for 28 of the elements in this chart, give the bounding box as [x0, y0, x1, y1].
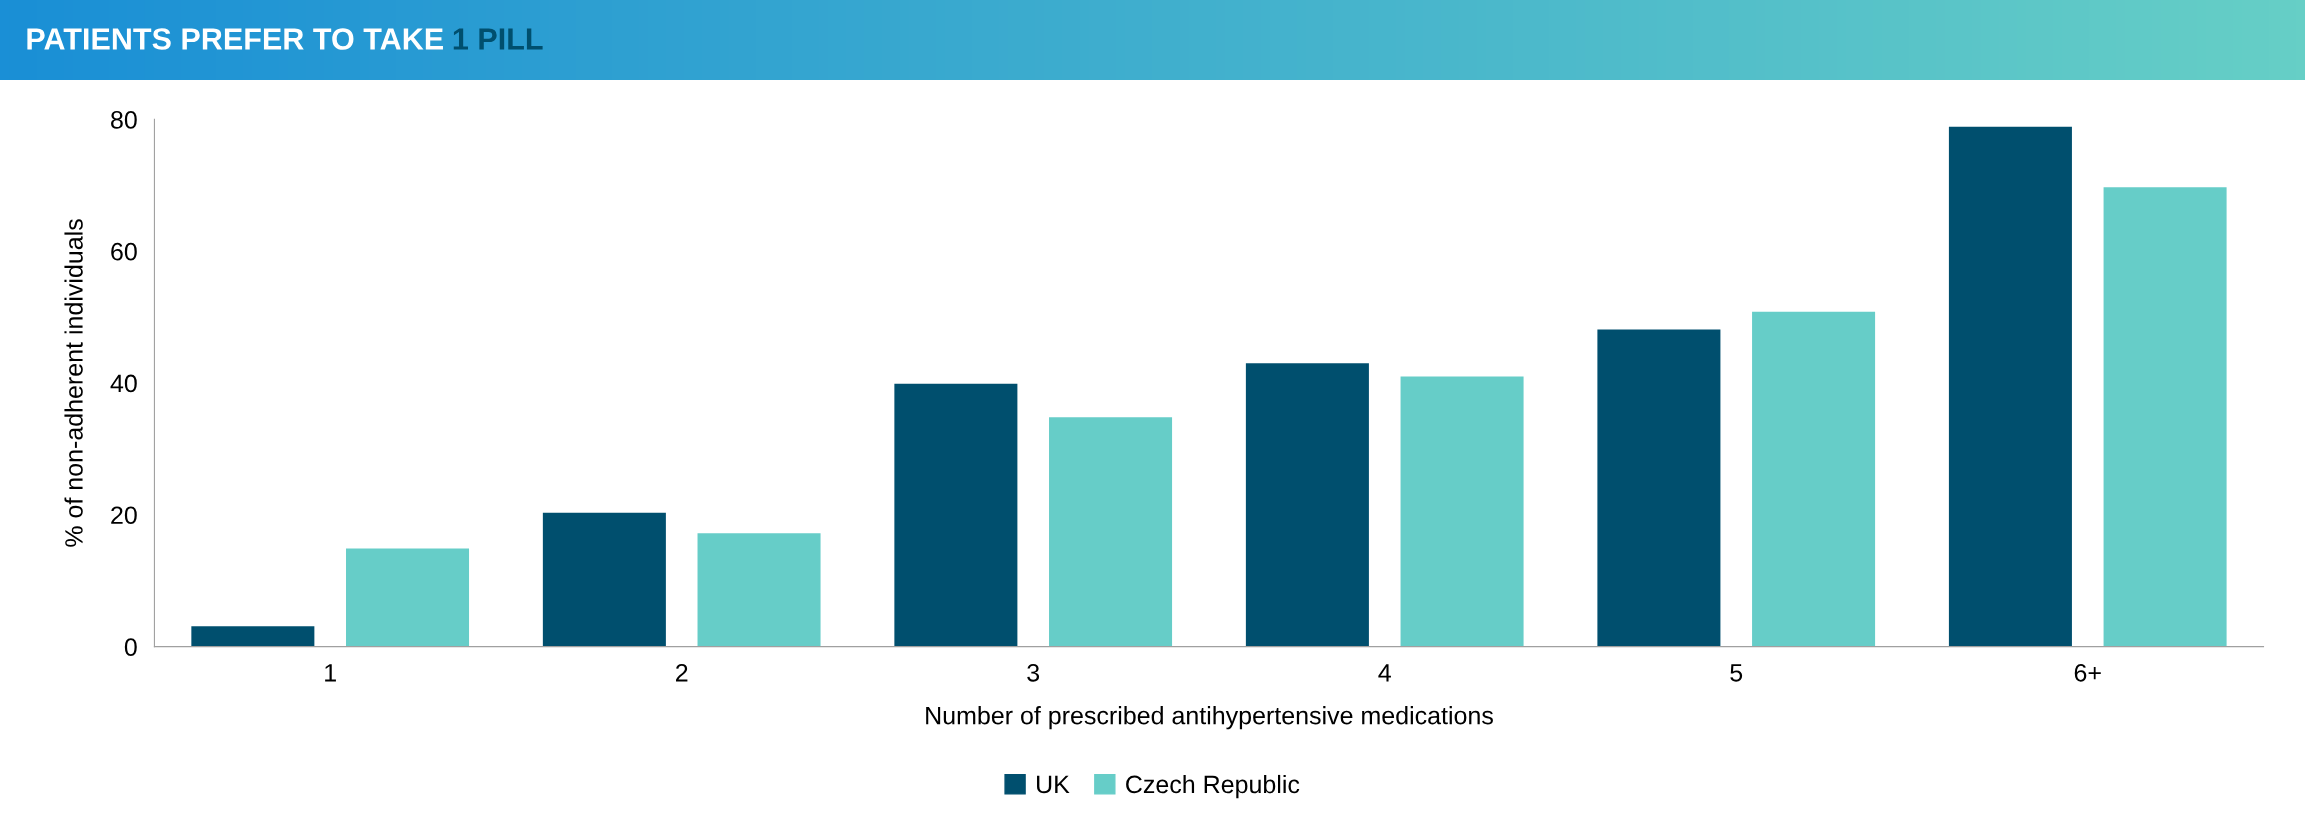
bar: [2103, 187, 2227, 647]
legend-label: Czech Republic: [1126, 774, 1300, 799]
x-tick-label: 5: [1730, 664, 1743, 682]
y-tick-label: 80: [111, 110, 137, 129]
bar: [894, 383, 1018, 647]
x-tick-label: 1: [325, 664, 336, 682]
bar: [542, 512, 666, 647]
x-tick-label: 6+: [2074, 663, 2101, 682]
legend-label: UK: [1037, 775, 1070, 794]
x-axis-title: Number of prescribed antihypertensive medications: [926, 706, 1493, 730]
bar: [1245, 363, 1369, 647]
bar: [697, 533, 821, 647]
x-tick-label: 4: [1378, 664, 1391, 682]
bar: [191, 626, 315, 647]
y-axis-title: % of non-adherent individuals: [64, 219, 83, 547]
bar: [1400, 376, 1524, 647]
bar: [1597, 329, 1721, 647]
bar: [1948, 126, 2072, 647]
y-tick-label: 40: [110, 374, 137, 393]
bar: [346, 548, 470, 647]
x-tick-label: 2: [676, 663, 688, 682]
chart-title: PATIENTS PREFER TO TAKE 1 PILL: [27, 28, 543, 50]
bar: [1752, 311, 1876, 647]
y-tick-label: 60: [111, 242, 137, 261]
x-tick-label: 3: [1027, 663, 1040, 682]
y-tick-label: 0: [124, 638, 137, 656]
bar: [1049, 417, 1173, 647]
y-tick-label: 20: [111, 506, 137, 525]
